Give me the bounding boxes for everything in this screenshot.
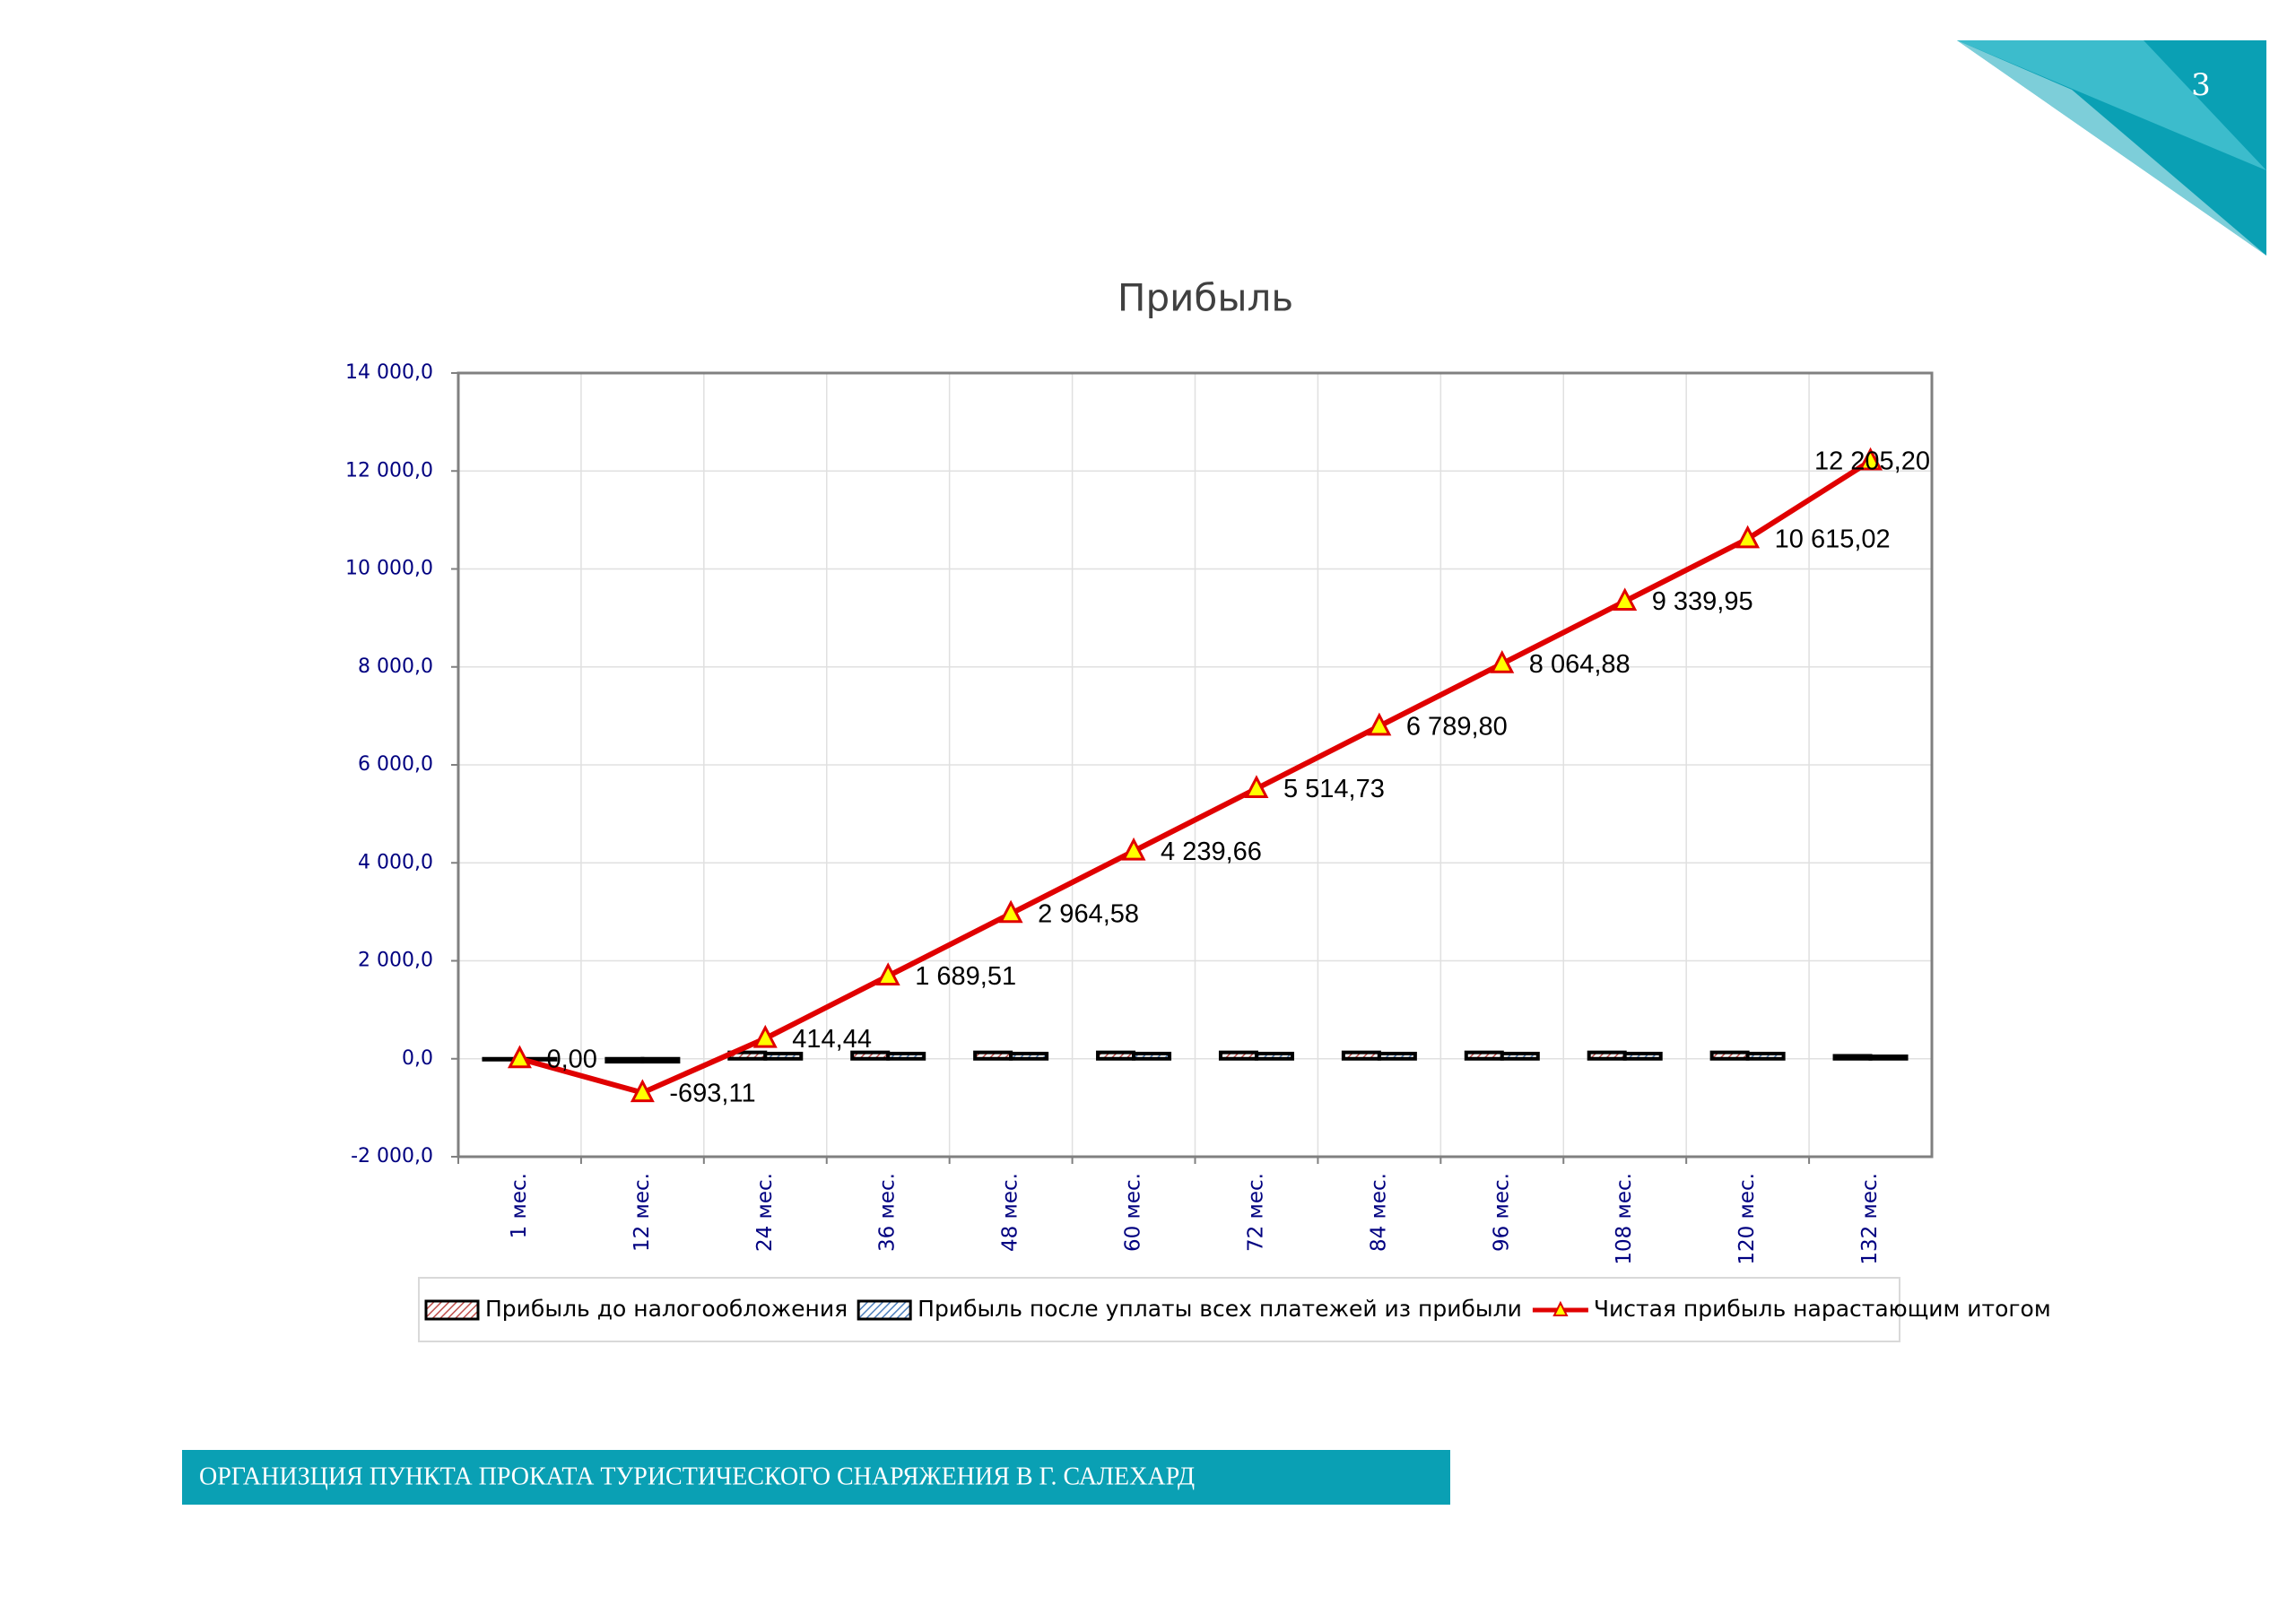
data-label: 6 789,80 (1406, 713, 1508, 742)
y-tick-label: 2 000,0 (358, 950, 433, 972)
data-label: 414,44 (792, 1025, 872, 1054)
chart-title: Прибыль (1118, 276, 1293, 320)
legend-box (418, 1277, 1900, 1342)
corner-decoration (1957, 40, 2266, 256)
legend-label: Прибыль до налогообложения (485, 1296, 848, 1322)
bar (1341, 1050, 1381, 1061)
corner-decoration (1957, 40, 2266, 170)
bar (886, 1051, 926, 1061)
y-tick-label: 4 000,0 (358, 851, 433, 873)
marker (630, 1079, 655, 1103)
x-tick-label: 36 мес. (876, 1173, 900, 1252)
data-label: 0,00 (546, 1045, 596, 1073)
bar (1832, 1054, 1873, 1061)
bar (640, 1056, 681, 1064)
x-tick-label: 84 мес. (1367, 1173, 1390, 1252)
data-label: -693,11 (669, 1079, 755, 1107)
x-tick-label: 108 мес. (1613, 1173, 1636, 1265)
bar (1709, 1050, 1750, 1061)
marker (1121, 837, 1146, 861)
marker (1490, 649, 1515, 673)
y-tick-label: 6 000,0 (358, 753, 433, 776)
x-tick-label: 60 мес. (1122, 1173, 1145, 1252)
footer-title: ОРГАНИЗЦИЯ ПУНКТА ПРОКАТА ТУРИСТИЧЕСКОГО… (199, 1462, 1195, 1490)
bar (973, 1050, 1013, 1061)
bar (1500, 1051, 1540, 1061)
legend-label: Чистая прибыль нарастающим итогом (1594, 1296, 2051, 1322)
data-label: 4 239,66 (1161, 838, 1262, 866)
y-tick-label: 14 000,0 (345, 361, 433, 384)
bar (604, 1056, 645, 1064)
marker (1244, 775, 1269, 799)
legend-label: Прибыль после уплаты всех платежей из пр… (918, 1296, 1522, 1322)
bar (1096, 1050, 1136, 1061)
y-tick-label: 12 000,0 (345, 459, 433, 482)
x-tick-label: 132 мес. (1858, 1173, 1882, 1265)
marker (1613, 587, 1638, 612)
bar (1587, 1050, 1627, 1061)
legend-swatch (1552, 1300, 1569, 1316)
marker (507, 1045, 532, 1069)
marker (1735, 525, 1761, 549)
bar (1009, 1051, 1049, 1061)
x-tick-label: 1 мес. (508, 1173, 531, 1238)
x-tick-label: 96 мес. (1490, 1173, 1513, 1252)
data-label: 9 339,95 (1652, 587, 1753, 616)
line (518, 458, 1873, 1096)
y-tick-label: 0,0 (402, 1047, 433, 1070)
y-tick-label: 10 000,0 (345, 558, 433, 580)
data-label: 2 964,58 (1038, 899, 1139, 928)
legend-swatch (424, 1299, 480, 1321)
x-tick-label: 72 мес. (1244, 1173, 1267, 1252)
bar (1745, 1051, 1786, 1061)
bar (763, 1051, 804, 1061)
bar (1254, 1051, 1294, 1061)
bar (1218, 1050, 1258, 1061)
bar (1132, 1051, 1172, 1061)
data-label: 12 205,20 (1814, 447, 1930, 476)
x-tick-label: 120 мес. (1735, 1173, 1759, 1265)
plot: -2 000,0 0,0 2 000,0 4 000,0 6 000,0 8 000,0 1… (345, 361, 1934, 1265)
bar (1868, 1055, 1909, 1061)
y-tick-label: 8 000,0 (358, 655, 433, 678)
bar (1622, 1051, 1663, 1061)
footer-banner (182, 1450, 1450, 1505)
page-number: 3 (2191, 67, 2211, 103)
y-tick-label: -2 000,0 (351, 1145, 433, 1167)
marker (752, 1024, 778, 1048)
data-label: 1 689,51 (915, 962, 1016, 991)
x-tick-label: 48 мес. (999, 1173, 1022, 1252)
data-label: 5 514,73 (1283, 775, 1385, 803)
marker (875, 962, 900, 985)
bar (1464, 1050, 1504, 1061)
data-label: 10 615,02 (1775, 525, 1891, 554)
marker (1367, 712, 1392, 736)
legend-swatch (857, 1299, 912, 1321)
data-label: 8 064,88 (1529, 650, 1631, 679)
bar (1377, 1051, 1417, 1061)
x-tick-label: 24 мес. (753, 1173, 777, 1252)
marker (1858, 447, 1883, 471)
x-tick-label: 12 мес. (631, 1173, 654, 1252)
marker (998, 899, 1023, 924)
